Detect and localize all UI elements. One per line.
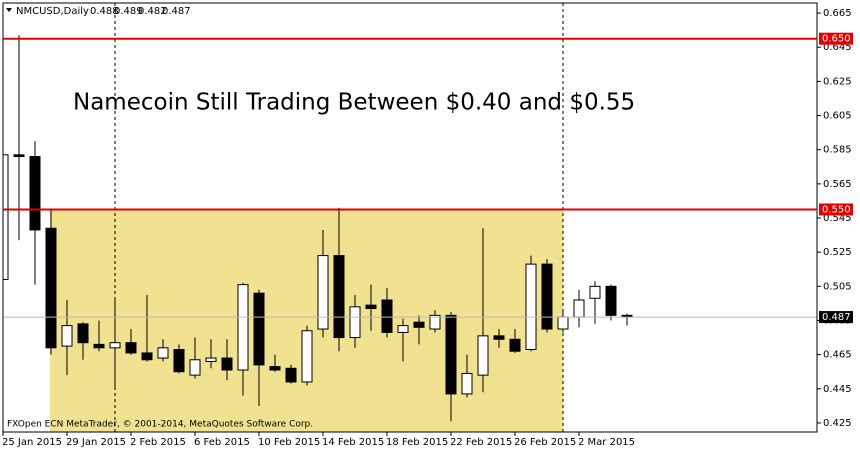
candle-body <box>189 359 201 376</box>
y-tick-label: 0.425 <box>823 418 852 429</box>
candle-body <box>525 263 537 351</box>
candle-body <box>541 263 553 330</box>
candle-body <box>77 323 89 344</box>
candle-body <box>397 325 409 333</box>
candle-body <box>573 299 585 318</box>
x-tick-label: 18 Feb 2015 <box>386 437 448 448</box>
candle-body <box>269 366 281 371</box>
y-tick-label: 0.525 <box>823 247 852 258</box>
header-open: 0.488 <box>90 6 119 17</box>
x-tick-label: 10 Feb 2015 <box>258 437 320 448</box>
candle-body <box>461 372 473 395</box>
y-tick-label: 0.625 <box>823 76 852 87</box>
candle-body <box>237 284 249 371</box>
x-tick-label: 25 Jan 2015 <box>2 437 62 448</box>
y-tick-label: 0.465 <box>823 350 852 361</box>
candle-body <box>301 330 313 383</box>
candle-body <box>333 255 345 339</box>
candle-body <box>557 316 569 330</box>
plot-area <box>3 35 817 422</box>
candle-body <box>205 357 217 362</box>
y-tick-label: 0.565 <box>823 179 852 190</box>
candle-body <box>413 321 425 328</box>
price-tag <box>819 311 853 324</box>
footer: FXOpen ECN MetaTrader, © 2001-2014, Meta… <box>7 420 313 430</box>
plot-frame <box>2 2 818 433</box>
candle-body <box>125 342 137 354</box>
y-tick-label: 0.545 <box>823 213 852 224</box>
y-tick-label: 0.445 <box>823 384 852 395</box>
level-tag <box>819 32 853 45</box>
candle-body <box>253 292 265 366</box>
x-tick-label: 2 Feb 2015 <box>130 437 186 448</box>
candle-body <box>61 325 73 347</box>
level-label: 0.650 <box>822 34 851 45</box>
candle-body <box>445 314 457 395</box>
x-tick-label: 29 Jan 2015 <box>66 437 126 448</box>
candle-body <box>429 314 441 330</box>
header-low: 0.482 <box>138 6 167 17</box>
candle-body <box>93 343 105 349</box>
header-close: 0.487 <box>162 6 191 17</box>
level-tag <box>819 203 853 216</box>
candle-body <box>221 357 233 371</box>
candle-body <box>13 154 25 158</box>
candle-body <box>285 367 297 383</box>
level-label: 0.550 <box>822 204 851 215</box>
menu-arrow <box>6 8 12 12</box>
x-tick-label: 6 Feb 2015 <box>194 437 250 448</box>
chart-title: Namecoin Still Trading Between $0.40 and… <box>73 90 635 116</box>
y-tick-label: 0.665 <box>823 8 852 19</box>
symbol-label: NMCUSD,Daily <box>16 6 89 17</box>
candle-body <box>349 306 361 339</box>
x-tick-label: 2 Mar 2015 <box>578 437 635 448</box>
candle-body <box>477 335 489 376</box>
price-label: 0.487 <box>822 312 851 323</box>
x-tick-label: 14 Feb 2015 <box>322 437 384 448</box>
candle-body <box>605 285 617 316</box>
range-highlight <box>50 209 563 432</box>
candle-body <box>3 154 9 280</box>
x-tick-label: 22 Feb 2015 <box>450 437 512 448</box>
candle-body <box>365 304 377 310</box>
y-tick-label: 0.585 <box>823 145 852 156</box>
candle-body <box>29 156 41 231</box>
candle-body <box>45 227 57 349</box>
candle-body <box>493 335 505 340</box>
y-tick-label: 0.505 <box>823 281 852 292</box>
candle-body <box>109 342 121 349</box>
candle-body <box>509 338 521 352</box>
candle-body <box>173 349 185 373</box>
header-high: 0.489 <box>114 6 143 17</box>
y-tick-label: 0.605 <box>823 111 852 122</box>
x-tick-label: 26 Feb 2015 <box>514 437 576 448</box>
y-tick-label: 0.645 <box>823 42 852 53</box>
candle-body <box>141 352 153 361</box>
candle-body <box>381 299 393 333</box>
candle-body <box>317 255 329 330</box>
candle-body <box>157 347 169 359</box>
candle-body <box>589 285 601 299</box>
